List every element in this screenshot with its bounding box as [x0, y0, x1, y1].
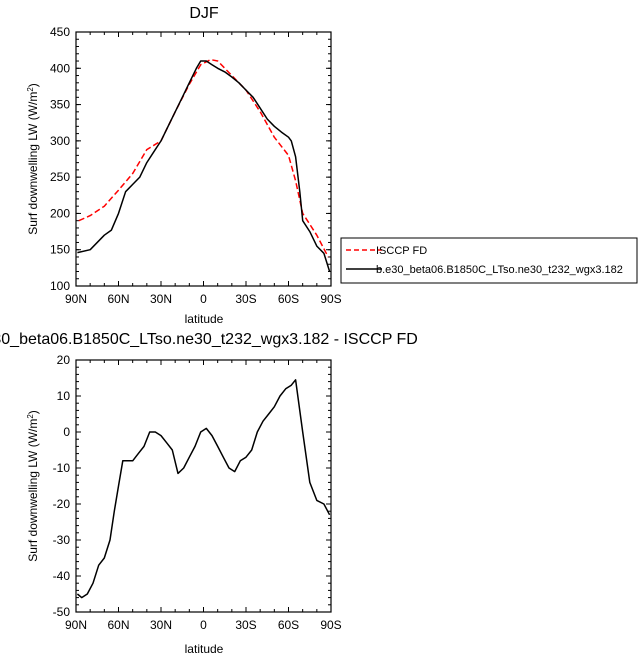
top-chart-series-line-isccp — [78, 58, 329, 258]
bottom-chart-ylabel-main: Surf downwelling LW (W/m — [26, 419, 40, 562]
bottom-chart-ytick-label: -40 — [53, 569, 71, 583]
top-chart-ytick-label: 200 — [50, 206, 70, 220]
legend-model-label: b.e30_beta06.B1850C_LTso.ne30_t232_wgx3.… — [376, 264, 623, 276]
bottom-chart-ylabel: Surf downwelling LW (W/m2) — [26, 410, 41, 562]
bottom-chart-title: b.e30_beta06.B1850C_LTso.ne30_t232_wgx3.… — [0, 331, 418, 348]
top-chart-ytick-label: 300 — [50, 134, 70, 148]
bottom-chart-ytick-label: -10 — [53, 461, 71, 475]
top-chart-xtick-label: 0 — [200, 292, 207, 306]
bottom-chart-ylabel-close: ) — [26, 410, 40, 414]
top-chart-xlabel: latitude — [185, 312, 224, 326]
bottom-chart-ytick-label: -30 — [53, 533, 71, 547]
top-chart-gridmarks: 90N 60N 30N 0 30S 60S 90S 100 150 200 250 300 350 400… — [50, 25, 342, 306]
bottom-chart-plot-frame — [75, 359, 332, 613]
top-chart-title: DJF — [189, 5, 219, 22]
top-chart-xtick-label: 30N — [150, 292, 172, 306]
bottom-chart-xtick-label: 60S — [278, 618, 299, 632]
bottom-chart-ytick-label: 0 — [63, 425, 70, 439]
bottom-chart-ytick-label: -50 — [53, 605, 71, 619]
top-chart-ylabel-main: Surf downwelling LW (W/m — [26, 92, 40, 235]
top-chart-ylabel: Surf downwelling LW (W/m2) — [26, 83, 41, 235]
top-chart-series-line-model — [77, 60, 331, 272]
bottom-chart-xtick-label: 30N — [150, 618, 172, 632]
top-chart-xtick-label: 30S — [235, 292, 256, 306]
top-chart-ytick-label: 350 — [50, 98, 70, 112]
legend: ISCCP FD b.e30_beta06.B1850C_LTso.ne30_t… — [340, 237, 638, 284]
bottom-chart-xtick-label: 60N — [107, 618, 129, 632]
top-chart-ytick-label: 250 — [50, 170, 70, 184]
legend-box — [340, 237, 638, 284]
top-chart-ytick-label: 150 — [50, 243, 70, 257]
top-chart: DJF 90N 60N 30N 0 30S 60S 90S 100 150 200 250 300 35… — [26, 5, 342, 326]
top-chart-ytick-label: 100 — [50, 279, 70, 293]
top-chart-xtick-label: 60N — [107, 292, 129, 306]
top-chart-ylabel-close: ) — [26, 83, 40, 87]
bottom-chart-ytick-label: 10 — [57, 389, 71, 403]
bottom-chart-series-line-model — [76, 379, 331, 599]
bottom-chart-ytick-label: 20 — [57, 353, 71, 367]
top-chart-ytick-label: 400 — [50, 61, 70, 75]
top-chart-plot-frame — [75, 31, 332, 287]
bottom-chart-xtick-label: 90S — [320, 618, 341, 632]
bottom-chart-xtick-label: 30S — [235, 618, 256, 632]
bottom-chart-xtick-label: 0 — [200, 618, 207, 632]
top-chart-xtick-label: 60S — [278, 292, 299, 306]
top-chart-series-layer — [77, 58, 331, 272]
bottom-chart-ytick-label: -20 — [53, 497, 71, 511]
bottom-chart-ylabel-sup: 2 — [26, 414, 35, 419]
top-chart-xtick-label: 90S — [320, 292, 341, 306]
bottom-chart-xlabel: latitude — [185, 642, 224, 656]
bottom-chart: b.e30_beta06.B1850C_LTso.ne30_t232_wgx3.… — [0, 331, 418, 656]
top-chart-ylabel-sup: 2 — [26, 87, 35, 92]
bottom-chart-xtick-label: 90N — [65, 618, 87, 632]
top-chart-ytick-label: 450 — [50, 25, 70, 39]
bottom-chart-series-layer — [76, 379, 331, 599]
top-chart-xtick-label: 90N — [65, 292, 87, 306]
legend-isccp-label: ISCCP FD — [376, 245, 427, 257]
